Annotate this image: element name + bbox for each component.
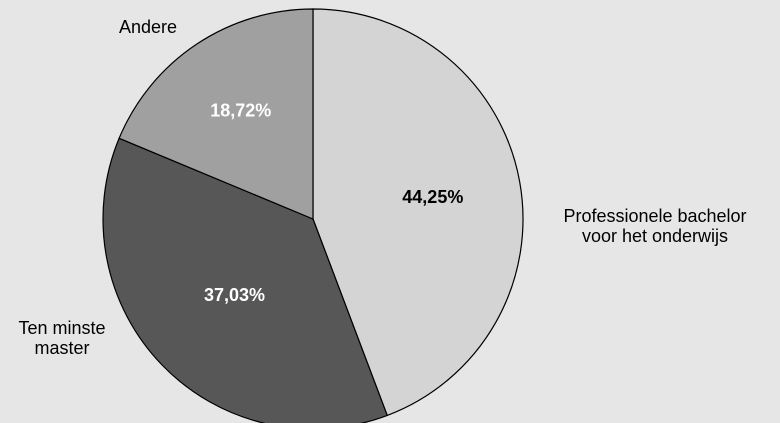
pie-slices	[102, 8, 524, 423]
pie-category-label-line: master	[34, 338, 89, 358]
pie-slice-1	[102, 137, 389, 423]
pie-category-label-line: Ten minste	[18, 318, 105, 338]
pie-value-label-2: 18,72%	[210, 101, 271, 121]
pie-category-label-line: voor het onderwijs	[582, 226, 728, 246]
pie-category-label-line: Professionele bachelor	[563, 206, 746, 226]
pie-category-label-line: Andere	[119, 17, 177, 37]
pie-slice-2	[118, 8, 314, 220]
pie-category-label-2: Andere	[119, 17, 177, 37]
pie-category-label-1: Ten minste master	[18, 318, 105, 358]
pie-value-label-0: 44,25%	[402, 187, 463, 207]
pie-value-label-1: 37,03%	[204, 285, 265, 305]
pie-category-labels: Professionele bachelor voor het onderwijs…	[18, 17, 746, 358]
pie-value-labels: 44,25% 37,03% 18,72%	[204, 101, 463, 305]
pie-slice-0	[312, 8, 524, 417]
pie-category-label-0: Professionele bachelor voor het onderwijs	[563, 206, 746, 246]
